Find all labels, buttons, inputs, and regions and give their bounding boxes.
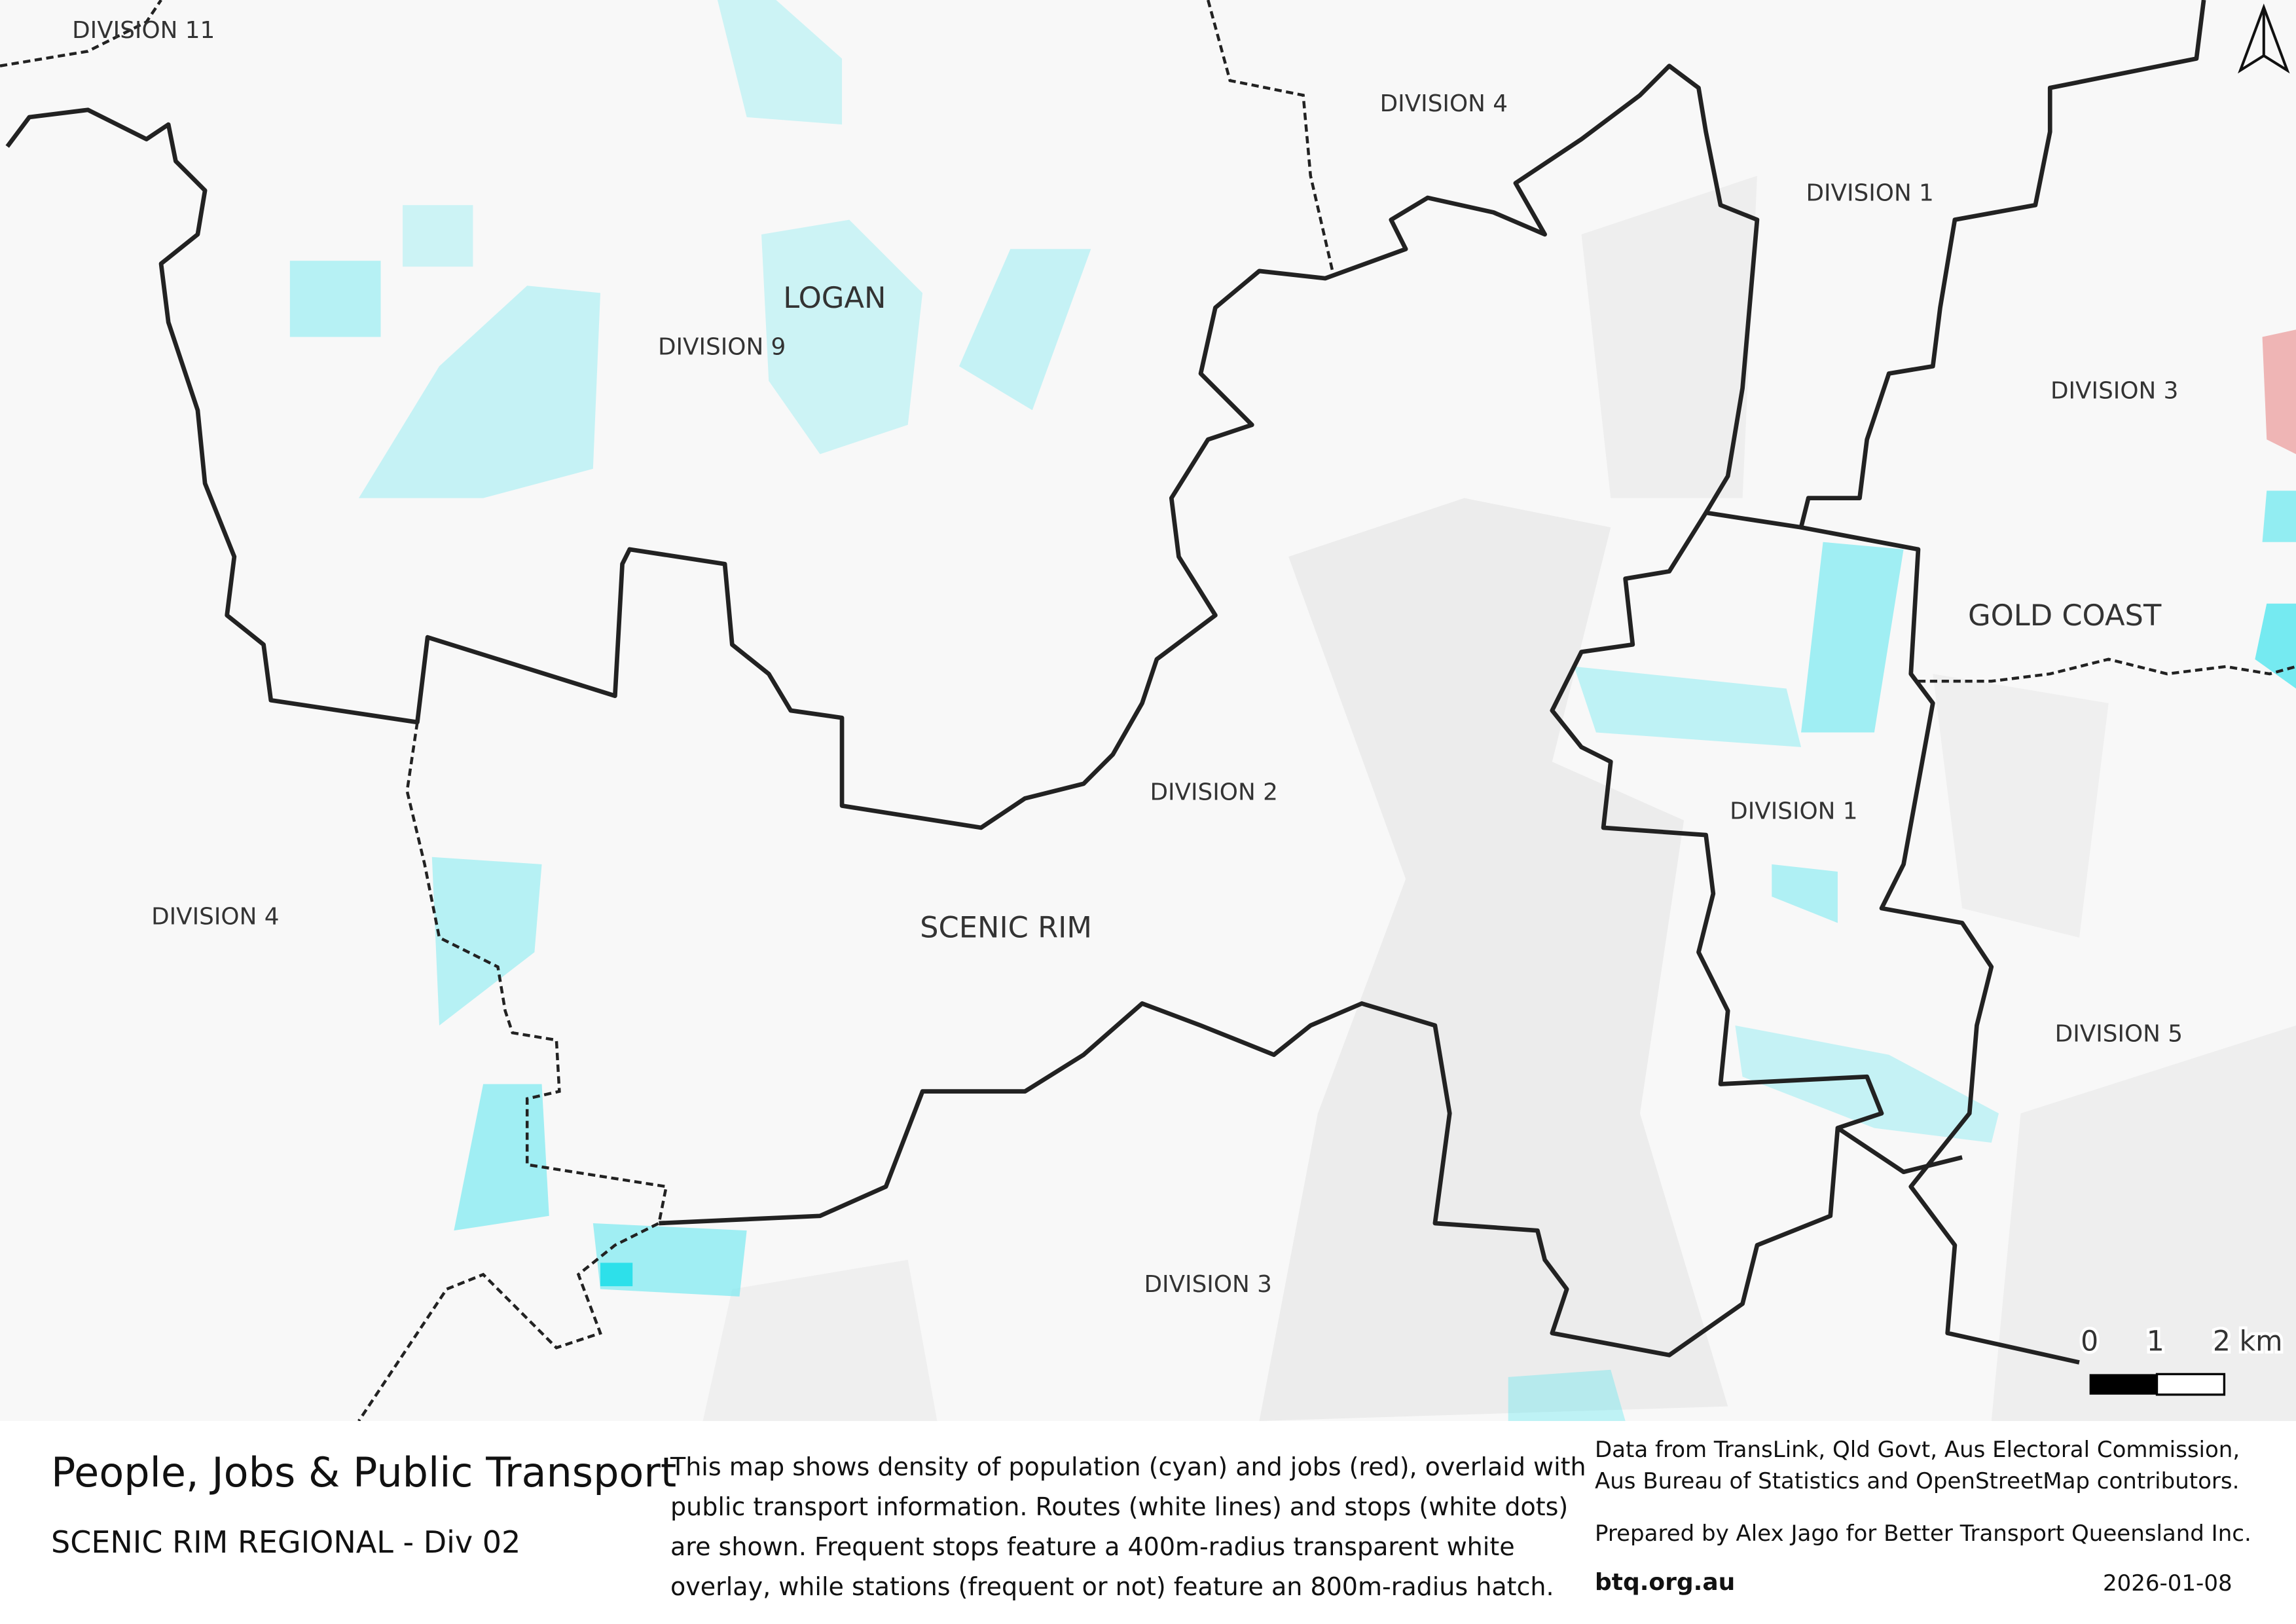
map-description: This map shows density of population (cy… [670,1447,1586,1607]
description-line: overlay, while stations (frequent or not… [670,1572,1554,1601]
map-subtitle: SCENIC RIM REGIONAL - Div 02 [51,1524,521,1560]
label-division-4-left: DIVISION 4 [151,904,279,931]
data-credits: Data from TransLink, Qld Govt, Aus Elect… [1595,1434,2240,1497]
population-density [289,0,2296,1421]
description-line: public transport information. Routes (wh… [670,1492,1569,1521]
label-logan: LOGAN [783,280,886,315]
north-arrow-icon [2238,3,2290,74]
label-division-1-top: DIVISION 1 [1806,179,1933,206]
division-boundaries-dashed [0,0,2296,1421]
label-division-2: DIVISION 2 [1150,779,1277,805]
label-division-1-mid: DIVISION 1 [1730,798,1857,825]
jobs-density [2262,329,2296,454]
website-link[interactable]: btq.org.au [1595,1569,1736,1596]
label-division-5: DIVISION 5 [2055,1021,2183,1048]
label-scenic-rim: SCENIC RIM [920,910,1092,945]
description-line: This map shows density of population (cy… [670,1452,1586,1481]
label-division-3-right: DIVISION 3 [2050,377,2178,404]
label-division-3-bottom: DIVISION 3 [1144,1271,1272,1298]
credits-line: Aus Bureau of Statistics and OpenStreetM… [1595,1468,2240,1494]
map-svg: LOGAN SCENIC RIM GOLD COAST DIVISION 11 … [0,0,2296,1421]
label-division-9: DIVISION 9 [658,333,786,360]
label-division-4-top: DIVISION 4 [1380,90,1508,117]
map-canvas[interactable]: LOGAN SCENIC RIM GOLD COAST DIVISION 11 … [0,0,2296,1421]
description-line: are shown. Frequent stops feature a 400m… [670,1532,1515,1561]
map-footer: People, Jobs & Public Transport SCENIC R… [0,1421,2296,1624]
prepared-by: Prepared by Alex Jago for Better Transpo… [1595,1521,2251,1547]
division-boundaries [5,0,2206,1365]
map-date: 2026-01-08 [2103,1570,2232,1596]
scale-tick-1: 1 [2147,1326,2164,1358]
label-division-11: DIVISION 11 [72,17,215,44]
label-gold-coast: GOLD COAST [1968,598,2162,633]
scale-tick-0: 0 [2081,1326,2098,1358]
scale-bar: 0 1 2 km [2078,1323,2286,1396]
map-title: People, Jobs & Public Transport [51,1449,677,1496]
credits-line: Data from TransLink, Qld Govt, Aus Elect… [1595,1437,2240,1463]
terrain-shading [702,175,2296,1421]
scale-tick-2: 2 km [2213,1326,2283,1358]
map-labels: LOGAN SCENIC RIM GOLD COAST DIVISION 11 … [72,17,2183,1298]
